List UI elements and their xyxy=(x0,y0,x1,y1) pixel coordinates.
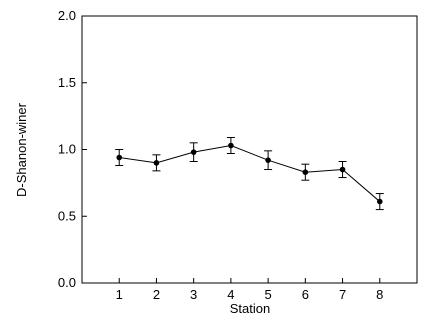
x-tick-label: 6 xyxy=(302,287,309,302)
y-axis: 0.0 0.5 1.0 1.5 2.0 xyxy=(58,8,87,290)
x-tick-label: 1 xyxy=(116,287,123,302)
x-tick-label: 7 xyxy=(339,287,346,302)
y-tick-label: 1.5 xyxy=(58,75,76,90)
x-tick-label: 8 xyxy=(376,287,383,302)
y-tick-label: 2.0 xyxy=(58,8,76,23)
y-axis-label: D-Shanon-winer xyxy=(14,102,29,197)
data-point xyxy=(265,157,271,163)
x-tick-label: 4 xyxy=(227,287,234,302)
plot-area-frame xyxy=(81,15,418,284)
y-tick-label: 1.0 xyxy=(58,142,76,157)
data-point xyxy=(153,160,160,166)
x-tick-label: 2 xyxy=(153,287,160,302)
series-layer xyxy=(115,136,384,211)
data-point xyxy=(228,142,234,149)
x-axis-label: Station xyxy=(230,301,270,316)
data-point xyxy=(190,149,197,155)
series-line xyxy=(119,144,381,202)
y-tick-label: 0.0 xyxy=(58,275,76,290)
x-tick-label: 3 xyxy=(190,287,197,302)
data-point xyxy=(116,154,123,161)
data-point xyxy=(302,169,309,175)
y-tick-label: 0.5 xyxy=(58,208,76,223)
x-axis: 1 2 3 4 5 6 7 8 xyxy=(116,278,383,302)
x-tick-label: 5 xyxy=(264,287,271,302)
data-point xyxy=(339,166,346,173)
data-point xyxy=(376,198,383,205)
